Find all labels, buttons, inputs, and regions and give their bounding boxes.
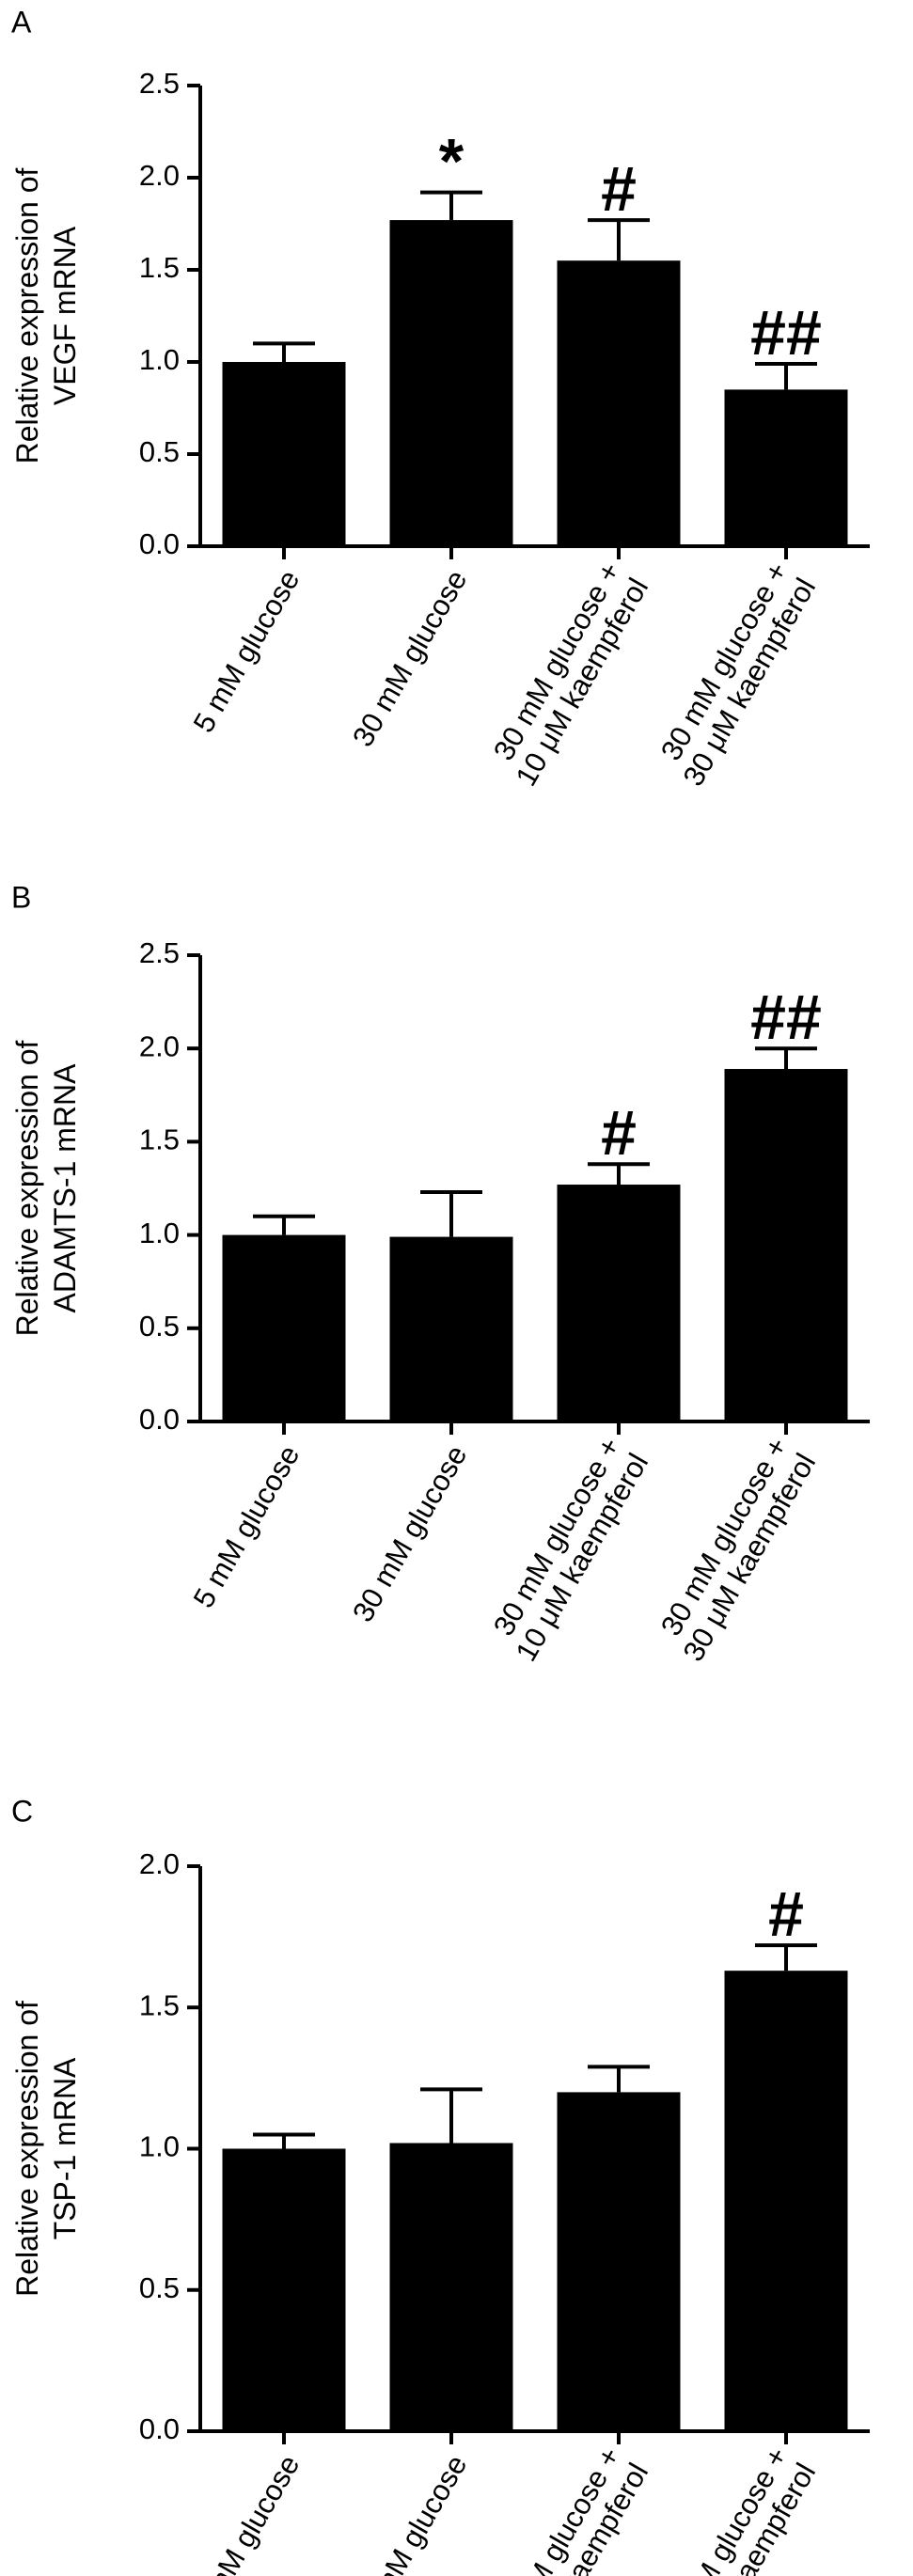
- y-tick-label: 2.0: [139, 159, 180, 192]
- y-tick-label: 0.5: [139, 1310, 180, 1343]
- x-tick-label: 5 mM glucose: [187, 2449, 307, 2576]
- significance-label: ##: [750, 982, 822, 1053]
- x-tick-label-line: 30 mM glucose: [346, 564, 473, 752]
- y-tick-label: 0.0: [139, 527, 180, 560]
- x-tick-label: 30 mM glucose +10 μM kaempferol: [481, 2442, 654, 2576]
- y-axis-label-line: ADAMTS-1 mRNA: [48, 1063, 82, 1313]
- x-tick-label: 30 mM glucose +30 μM kaempferol: [649, 557, 822, 792]
- y-axis-label-line: TSP-1 mRNA: [48, 2057, 82, 2239]
- x-tick-label: 30 mM glucose +30 μM kaempferol: [649, 2442, 822, 2576]
- error-bar: [420, 2087, 482, 2144]
- error-bar: [588, 1162, 650, 1186]
- significance-label: #: [768, 1878, 804, 1950]
- y-tick-label: 2.5: [139, 936, 180, 969]
- y-tick-label: 1.0: [139, 2130, 180, 2163]
- x-tick-label-line: 5 mM glucose: [187, 1439, 307, 1613]
- y-tick-label: 0.0: [139, 2412, 180, 2445]
- y-axis-label: Relative expression of TSP-1 mRNA: [10, 2001, 82, 2297]
- bar: [724, 1069, 848, 1422]
- x-tick-label-line: 5 mM glucose: [187, 2449, 307, 2576]
- x-tick-label: 30 mM glucose: [346, 2449, 473, 2576]
- y-tick-label: 0.0: [139, 1403, 180, 1436]
- bar: [222, 2148, 346, 2431]
- x-tick-label: 30 mM glucose: [346, 564, 473, 752]
- error-bar: [420, 1189, 482, 1237]
- bar: [557, 1185, 681, 1422]
- x-tick-label: 30 mM glucose +30 μM kaempferol: [649, 1432, 822, 1667]
- error-bar: [253, 1214, 315, 1235]
- y-tick-label: 0.5: [139, 2271, 180, 2304]
- panel-label: C: [11, 1794, 33, 1828]
- error-bar: [588, 218, 650, 261]
- significance-label: #: [601, 153, 637, 225]
- y-tick-label: 2.0: [139, 1029, 180, 1062]
- x-tick-label: 5 mM glucose: [187, 1439, 307, 1613]
- significance-label: ##: [750, 297, 822, 369]
- y-tick-label: 2.5: [139, 67, 180, 100]
- y-tick-label: 1.0: [139, 343, 180, 376]
- x-tick-label: 5 mM glucose: [187, 564, 307, 738]
- error-bar: [755, 1046, 817, 1070]
- error-bar: [420, 190, 482, 221]
- x-tick-label-line: 30 mM glucose: [346, 2449, 473, 2576]
- panel-label: B: [11, 880, 31, 914]
- y-axis-label-line: VEGF mRNA: [48, 226, 82, 405]
- error-bar: [588, 2065, 650, 2093]
- bar: [724, 1971, 848, 2431]
- bar: [389, 220, 513, 546]
- bar: [557, 260, 681, 546]
- bar: [222, 362, 346, 546]
- y-axis-label: Relative expression of ADAMTS-1 mRNA: [10, 1040, 82, 1336]
- x-tick-label-line: 30 mM glucose: [346, 1439, 473, 1627]
- panel-label: A: [11, 5, 32, 39]
- x-tick-label-line: 5 mM glucose: [187, 564, 307, 738]
- x-tick-label: 30 mM glucose: [346, 1439, 473, 1627]
- bar: [557, 2092, 681, 2431]
- y-tick-label: 1.5: [139, 1988, 180, 2021]
- y-tick-label: 1.5: [139, 1123, 180, 1156]
- y-axis-label-line: Relative expression of: [10, 167, 44, 463]
- x-tick-label: 30 mM glucose +10 μM kaempferol: [481, 557, 654, 792]
- y-axis-label-line: Relative expression of: [10, 2001, 44, 2297]
- significance-label: *: [439, 126, 464, 197]
- y-tick-label: 1.5: [139, 251, 180, 284]
- y-tick-label: 0.5: [139, 435, 180, 468]
- bar: [222, 1234, 346, 1422]
- significance-label: #: [601, 1097, 637, 1169]
- bar: [389, 1236, 513, 1422]
- y-axis-label: Relative expression of VEGF mRNA: [10, 167, 82, 463]
- y-tick-label: 2.0: [139, 1847, 180, 1880]
- error-bar: [755, 361, 817, 390]
- bar: [389, 2143, 513, 2431]
- error-bar: [755, 1943, 817, 1971]
- error-bar: [253, 2132, 315, 2149]
- y-tick-label: 1.0: [139, 1217, 180, 1249]
- error-bar: [253, 341, 315, 362]
- x-tick-label: 30 mM glucose +10 μM kaempferol: [481, 1432, 654, 1667]
- bar: [724, 389, 848, 546]
- y-axis-label-line: Relative expression of: [10, 1040, 44, 1336]
